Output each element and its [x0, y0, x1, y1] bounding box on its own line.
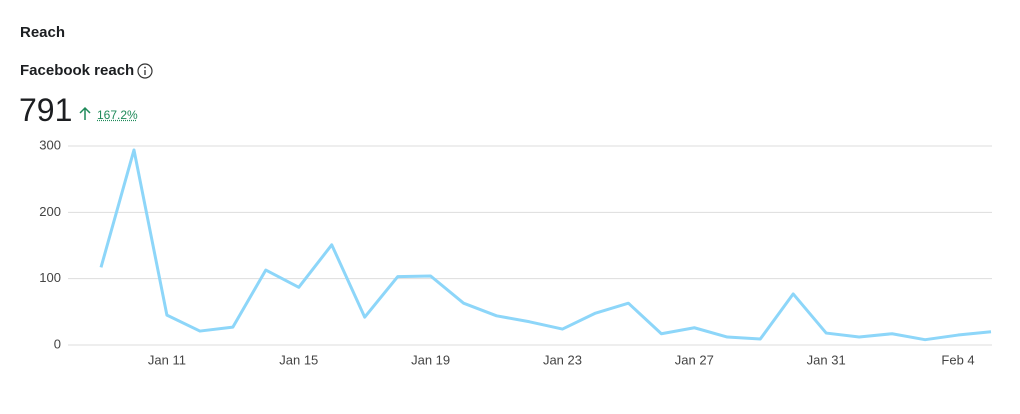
x-tick-label: Jan 27	[675, 352, 714, 367]
x-tick-label: Jan 15	[279, 352, 318, 367]
x-tick-label: Jan 23	[543, 352, 582, 367]
chart: 0 100 200 300 Jan 11 Jan 15 Jan 19 Jan 23 Jan 27…	[39, 137, 992, 367]
metric-label: Facebook reach	[20, 62, 135, 79]
y-tick-label: 200	[39, 204, 61, 219]
x-tick-label: Feb 4	[941, 352, 974, 367]
up-arrow	[79, 106, 91, 120]
metric-value: 791	[19, 92, 73, 128]
metric-change[interactable]: 167.2%	[97, 108, 138, 122]
x-tick-label: Jan 19	[411, 352, 450, 367]
y-tick-label: 100	[39, 270, 61, 285]
line	[99, 148, 992, 342]
info-icon[interactable]	[137, 62, 155, 80]
x-tick-label: Jan 31	[807, 352, 846, 367]
y-tick-label: 300	[39, 137, 61, 152]
section-title: Reach	[20, 24, 66, 41]
y-tick-label: 0	[54, 336, 61, 351]
x-tick-label: Jan 11	[148, 352, 186, 367]
